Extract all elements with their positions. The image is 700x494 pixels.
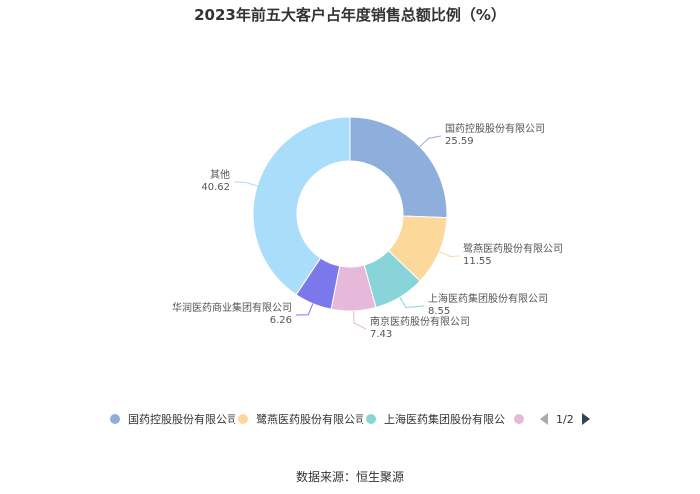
slice-label-name: 南京医药股份有限公司 [370, 315, 470, 328]
legend-next-icon[interactable] [581, 413, 590, 425]
legend-pager: 1/2 [540, 410, 590, 428]
slice-label-value: 8.55 [428, 306, 450, 317]
slice-label-name: 鹭燕医药股份有限公司 [463, 242, 563, 255]
legend-color-icon [366, 414, 376, 424]
slice-label-value: 11.55 [463, 256, 492, 267]
legend-item[interactable]: 南 [514, 410, 532, 428]
legend-item[interactable]: 鹭燕医药股份有限公司 [238, 410, 363, 428]
pie-slice[interactable] [349, 116, 448, 219]
legend-label: 上海医药集团股份有限公司 [384, 413, 506, 426]
leader-line [399, 296, 425, 309]
data-source: 数据来源：恒生聚源 [295, 470, 404, 484]
slice-label-value: 25.59 [445, 136, 474, 147]
legend-color-icon [514, 414, 524, 424]
slice-label-name: 上海医药集团股份有限公司 [428, 292, 548, 305]
leader-line [439, 251, 460, 257]
legend: 国药控股股份有限公司 鹭燕医药股份有限公司 上海医药集团股份有限公司南 [0, 410, 700, 430]
slice-label-name: 华润医药商业集团有限公司 [172, 301, 292, 314]
legend-label: 国药控股股份有限公司 [128, 413, 235, 426]
leader-line [295, 303, 314, 316]
legend-page-indicator: 1/2 [556, 412, 574, 426]
slice-label-value: 7.43 [370, 329, 392, 340]
legend-item[interactable]: 国药控股股份有限公司 [110, 410, 235, 428]
legend-color-icon [238, 414, 248, 424]
slice-label-value: 6.26 [270, 315, 292, 326]
leader-line [233, 181, 258, 187]
chart-title: 2023年前五大客户占年度销售总额比例（%） [194, 6, 506, 24]
legend-color-icon [110, 414, 120, 424]
slice-label-value: 40.62 [201, 182, 230, 193]
slice-label-name: 其他 [210, 168, 230, 181]
pie-slice[interactable] [252, 116, 351, 296]
leader-line [353, 310, 367, 330]
legend-prev-icon[interactable] [540, 413, 548, 425]
slice-label-name: 国药控股股份有限公司 [445, 122, 545, 135]
legend-label: 鹭燕医药股份有限公司 [256, 413, 363, 426]
legend-item[interactable]: 上海医药集团股份有限公司 [366, 410, 506, 428]
leader-line [419, 135, 442, 148]
